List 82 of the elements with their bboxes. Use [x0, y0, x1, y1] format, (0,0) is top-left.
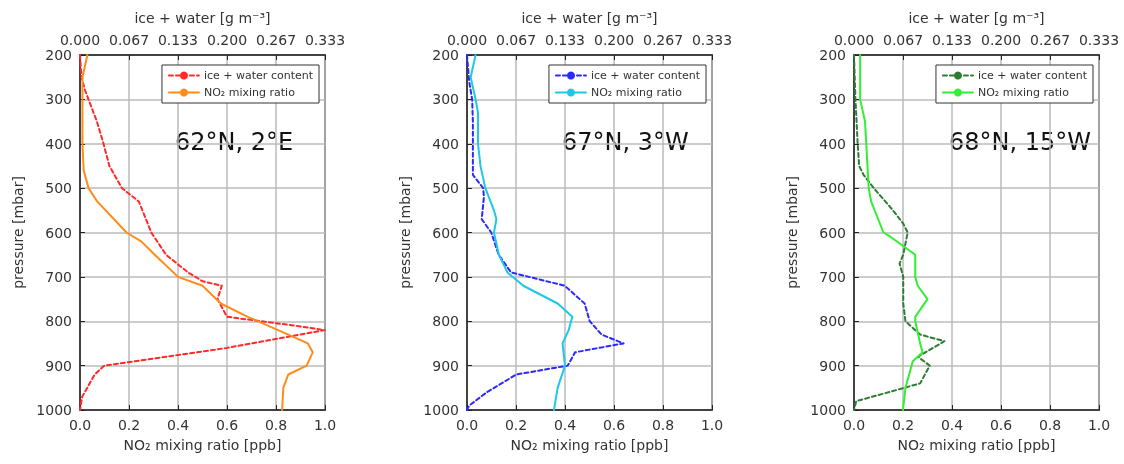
- x-tick-label: 1.0: [1087, 417, 1111, 433]
- y-tick-label: 700: [45, 268, 72, 285]
- legend-label: NO₂ mixing ratio: [590, 86, 683, 99]
- x-tick-label: 0.2: [504, 417, 528, 433]
- legend-label: NO₂ mixing ratio: [977, 86, 1070, 99]
- x-tick-label: 1.0: [313, 417, 337, 433]
- y-tick-label: 400: [45, 135, 72, 152]
- line-series: [859, 54, 929, 411]
- legend-label: ice + water content: [590, 69, 701, 82]
- x2-tick-label: 0.267: [1030, 32, 1071, 48]
- y-tick-label: 500: [45, 180, 72, 197]
- y-tick-label: 200: [45, 47, 72, 63]
- x2-tick-label: 0.267: [643, 32, 684, 48]
- y-tick-label: 1000: [810, 402, 846, 418]
- x2-axis-title: ice + water [g m⁻³]: [134, 10, 271, 26]
- x2-tick-label: 0.067: [108, 32, 150, 48]
- x-tick-label: 0.6: [215, 417, 239, 433]
- y-axis-title: pressure [mbar]: [10, 176, 27, 289]
- x-tick-label: 0.2: [117, 417, 141, 433]
- x2-tick-label: 0.133: [931, 32, 973, 48]
- x2-tick-label: 0.333: [1078, 32, 1120, 48]
- y-tick-label: 600: [45, 224, 72, 241]
- y-tick-label: 1000: [36, 402, 72, 418]
- y-tick-label: 1000: [423, 402, 459, 418]
- x2-axis-title: ice + water [g m⁻³]: [908, 10, 1045, 26]
- y-tick-label: 900: [432, 357, 459, 374]
- x2-tick-label: 0.200: [980, 32, 1022, 48]
- x2-tick-label: 0.000: [833, 32, 875, 48]
- y-tick-label: 900: [819, 357, 846, 374]
- x-tick-label: 0.8: [651, 417, 675, 433]
- x-tick-label: 0.6: [602, 417, 626, 433]
- legend-label: ice + water content: [203, 69, 314, 82]
- x-tick-label: 1.0: [700, 417, 724, 433]
- x2-tick-label: 0.067: [495, 32, 537, 48]
- y-tick-label: 400: [432, 135, 459, 152]
- x2-tick-label: 0.067: [882, 32, 924, 48]
- y-tick-label: 800: [45, 313, 72, 330]
- y-tick-label: 200: [819, 47, 846, 63]
- y-tick-label: 700: [432, 268, 459, 285]
- y-tick-label: 300: [432, 91, 459, 108]
- x-tick-label: 0.4: [940, 417, 964, 433]
- y-tick-label: 500: [432, 180, 459, 197]
- x-axis-title: NO₂ mixing ratio [ppb]: [510, 437, 669, 453]
- y-tick-label: 900: [45, 357, 72, 374]
- x2-tick-label: 0.333: [304, 32, 346, 48]
- annotation: 67°N, 3°W: [562, 128, 689, 156]
- x2-tick-label: 0.267: [256, 32, 297, 48]
- y-tick-label: 700: [819, 268, 846, 285]
- y-tick-label: 300: [819, 91, 846, 108]
- x2-tick-label: 0.133: [544, 32, 586, 48]
- x-tick-label: 0.8: [264, 417, 288, 433]
- y-tick-label: 500: [819, 180, 846, 197]
- x-tick-label: 0.0: [842, 417, 866, 433]
- x2-tick-label: 0.000: [446, 32, 488, 48]
- x-tick-label: 0.0: [455, 417, 479, 433]
- legend-label: NO₂ mixing ratio: [203, 86, 296, 99]
- x-tick-label: 0.2: [891, 417, 915, 433]
- x-tick-label: 0.0: [68, 417, 92, 433]
- x2-tick-label: 0.200: [593, 32, 635, 48]
- y-tick-label: 800: [819, 313, 846, 330]
- x-tick-label: 0.4: [166, 417, 190, 433]
- x2-tick-label: 0.333: [691, 32, 733, 48]
- x-axis-title: NO₂ mixing ratio [ppb]: [897, 437, 1056, 453]
- y-tick-label: 600: [819, 224, 846, 241]
- y-tick-label: 300: [45, 91, 72, 108]
- x-axis-title: NO₂ mixing ratio [ppb]: [123, 437, 282, 453]
- y-tick-label: 600: [432, 224, 459, 241]
- x2-axis-title: ice + water [g m⁻³]: [521, 10, 658, 26]
- y-tick-label: 800: [432, 313, 459, 330]
- x-tick-label: 0.6: [989, 417, 1013, 433]
- annotation: 62°N, 2°E: [175, 128, 294, 156]
- y-tick-label: 400: [819, 135, 846, 152]
- y-axis-title: pressure [mbar]: [784, 176, 801, 289]
- y-tick-label: 200: [432, 47, 459, 63]
- x2-tick-label: 0.133: [157, 32, 199, 48]
- y-axis-title: pressure [mbar]: [397, 176, 414, 289]
- x-tick-label: 0.4: [553, 417, 577, 433]
- x2-tick-label: 0.200: [206, 32, 248, 48]
- x2-tick-label: 0.000: [59, 32, 101, 48]
- x-tick-label: 0.8: [1038, 417, 1062, 433]
- legend-label: ice + water content: [977, 69, 1088, 82]
- annotation: 68°N, 15°W: [949, 128, 1092, 156]
